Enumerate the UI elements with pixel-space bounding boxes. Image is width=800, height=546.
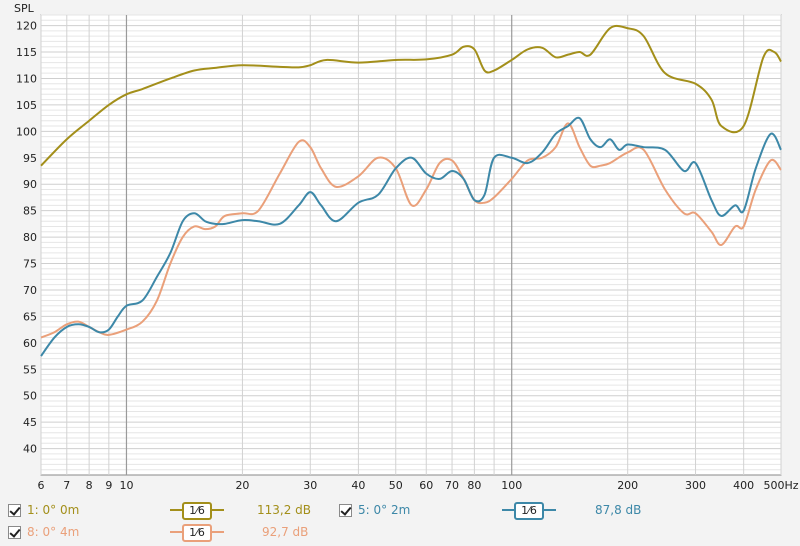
x-tick-label: 100 (501, 479, 522, 492)
series-line-1 (40, 24, 782, 167)
trace-8-label: 8: 0° 4m (27, 525, 80, 539)
x-tick-label: 300 (685, 479, 706, 492)
x-tick-label: 400 (733, 479, 754, 492)
legend-row-1: 1: 0° 0m 1⁄6 113,2 dB 5: 0° 2m 1⁄6 87,8 … (0, 499, 800, 521)
trace-1-checkbox[interactable] (8, 503, 21, 517)
trace-5-level: 87,8 dB (595, 503, 642, 517)
trace-1-level: 113,2 dB (257, 503, 312, 517)
y-tick-label: 100 (16, 125, 37, 138)
trace-5-smoothing-label: 1⁄6 (514, 502, 544, 520)
y-tick-label: 110 (16, 72, 37, 85)
x-tick-label: 50 (389, 479, 403, 492)
series-line-3 (40, 122, 782, 339)
legend-row-2: 8: 0° 4m 1⁄6 92,7 dB (0, 521, 800, 543)
y-tick-label: 70 (23, 284, 37, 297)
x-tick-label: 70 (445, 479, 459, 492)
y-tick-label: 60 (23, 337, 37, 350)
y-tick-label: 80 (23, 231, 37, 244)
trace-8-smoothing-button[interactable]: 1⁄6 (170, 521, 224, 543)
trace-5-label: 5: 0° 2m (358, 503, 411, 517)
legend-trace-8[interactable]: 8: 0° 4m (8, 521, 79, 543)
trace-1-smoothing-button[interactable]: 1⁄6 (170, 499, 224, 521)
x-tick-label: 200 (617, 479, 638, 492)
x-tick-label: 80 (467, 479, 481, 492)
y-tick-label: 90 (23, 178, 37, 191)
y-tick-label: 75 (23, 258, 37, 271)
trace-8-checkbox[interactable] (8, 525, 21, 539)
x-tick-label: 60 (419, 479, 433, 492)
trace-1-smoothing-label: 1⁄6 (182, 502, 212, 520)
legend-trace-1[interactable]: 1: 0° 0m (8, 499, 79, 521)
x-tick-label: 40 (351, 479, 365, 492)
y-tick-label: 85 (23, 205, 37, 218)
trace-1-label: 1: 0° 0m (27, 503, 80, 517)
y-tick-label: 55 (23, 363, 37, 376)
y-tick-label: 65 (23, 310, 37, 323)
y-tick-label: 50 (23, 390, 37, 403)
x-tick-label: 20 (235, 479, 249, 492)
series-line-2 (40, 116, 782, 357)
y-tick-label: 45 (23, 416, 37, 429)
y-tick-label: 120 (16, 20, 37, 33)
trace-5-smoothing-button[interactable]: 1⁄6 (502, 499, 556, 521)
x-tick-label: 7 (63, 479, 70, 492)
trace-5-checkbox[interactable] (339, 503, 352, 517)
x-tick-label: 9 (105, 479, 112, 492)
trace-8-smoothing-label: 1⁄6 (182, 524, 212, 542)
x-tick-label: 30 (303, 479, 317, 492)
x-tick-label: 500Hz (763, 479, 798, 492)
plot-area (40, 14, 782, 476)
y-axis-label: SPL (14, 2, 35, 15)
x-tick-label: 8 (86, 479, 93, 492)
x-tick-label: 6 (38, 479, 45, 492)
y-tick-label: 115 (16, 46, 37, 59)
trace-8-level: 92,7 dB (262, 525, 309, 539)
y-tick-label: 105 (16, 99, 37, 112)
y-tick-label: 95 (23, 152, 37, 165)
x-tick-label: 10 (119, 479, 133, 492)
legend-trace-5[interactable]: 5: 0° 2m (339, 499, 410, 521)
spl-chart: 40 45 50 55 60 65 70 75 80 85 90 95 100 105 110 115 120 6… (14, 2, 799, 492)
y-tick-label: 40 (23, 443, 37, 456)
